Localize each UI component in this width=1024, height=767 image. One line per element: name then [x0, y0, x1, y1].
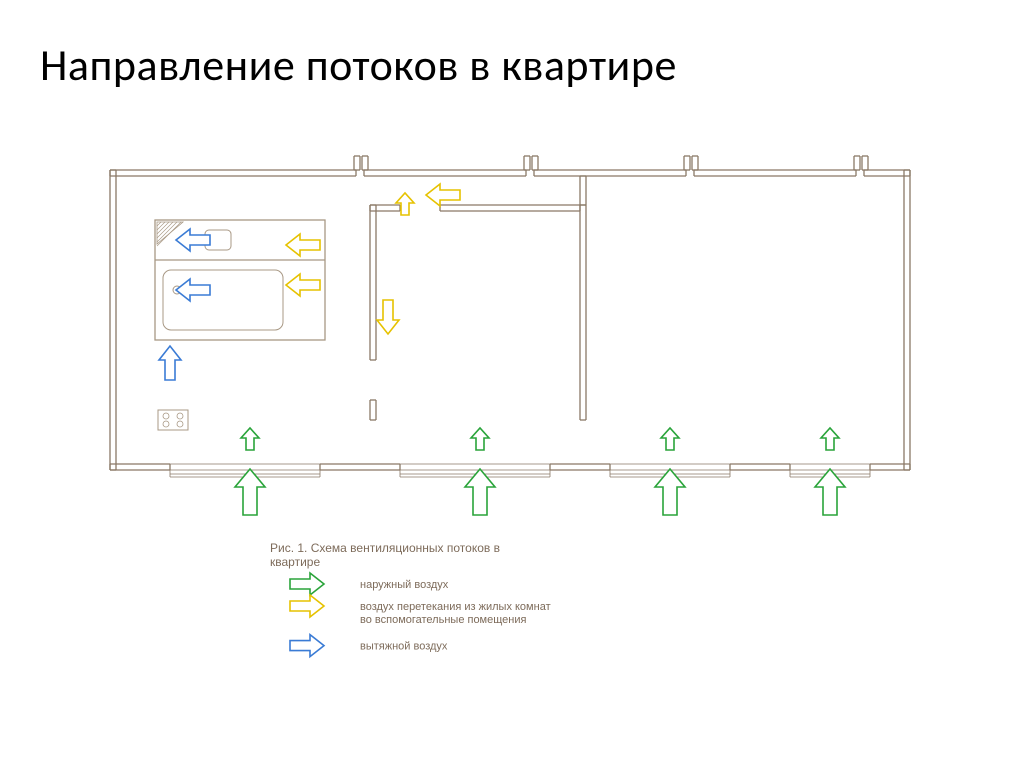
green-arrow-large [655, 469, 685, 515]
caption-line1: Рис. 1. Схема вентиляционных потоков в [270, 541, 500, 555]
green-arrow-large [235, 469, 265, 515]
green-arrow-large [815, 469, 845, 515]
yellow-arrow [286, 274, 320, 296]
floorplan-svg: Рис. 1. Схема вентиляционных потоков вкв… [100, 150, 924, 710]
legend-arrow [290, 595, 324, 617]
svg-text:во вспомогательные помещения: во вспомогательные помещения [360, 614, 527, 626]
yellow-arrow [286, 234, 320, 256]
green-arrow-small [661, 428, 679, 450]
legend-label: наружный воздух [360, 579, 449, 591]
yellow-arrow [426, 184, 460, 206]
legend-arrow [290, 573, 324, 595]
airflow-arrows [159, 184, 845, 515]
caption-line2: квартире [270, 555, 320, 569]
blue-arrow [176, 279, 210, 301]
green-arrow-small [821, 428, 839, 450]
page-title: Направление потоков в квартире [40, 38, 677, 92]
legend-label: воздух перетекания из жилых комнат [360, 601, 551, 613]
diagram-container: Рис. 1. Схема вентиляционных потоков вкв… [100, 150, 924, 710]
kitchen-stove [158, 410, 188, 430]
green-arrow-small [241, 428, 259, 450]
yellow-arrow [377, 300, 399, 334]
yellow-arrow [396, 193, 414, 215]
outer-walls [110, 156, 910, 477]
green-arrow-large [465, 469, 495, 515]
green-arrow-small [471, 428, 489, 450]
legend-arrow [290, 635, 324, 657]
blue-arrow [159, 346, 181, 380]
legend: Рис. 1. Схема вентиляционных потоков вкв… [270, 541, 551, 657]
legend-label: вытяжной воздух [360, 641, 448, 653]
